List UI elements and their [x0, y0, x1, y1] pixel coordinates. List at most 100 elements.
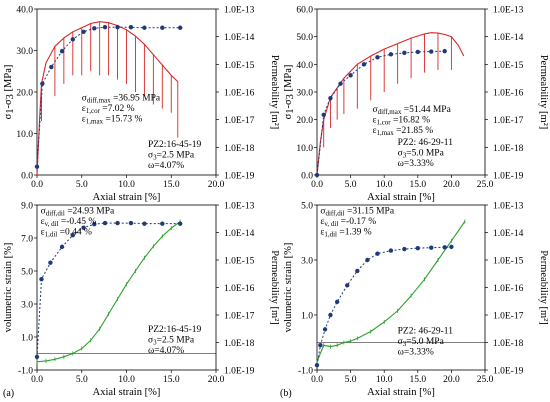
permeability-point [314, 172, 320, 178]
y-tick-label: 0.0 [301, 172, 313, 182]
sample-info: σ3=5.0 MPa [398, 149, 445, 160]
permeability-point [115, 24, 120, 30]
y-tick-label: 30.0 [16, 47, 33, 57]
permeability-point [365, 257, 370, 263]
x-tick-label: 25.0 [477, 375, 494, 385]
y-tick-label: 20.0 [296, 116, 313, 126]
y-tick-label: 1.0 [301, 312, 313, 322]
permeability-point [429, 245, 434, 250]
y-tick-label: 10.0 [296, 144, 313, 154]
y-tick-label: 1.0 [21, 334, 33, 344]
y2-tick-label: 1.0E-13 [493, 6, 524, 16]
strain-stress-annotation: σdiff,max =51.44 MPa [372, 105, 451, 116]
panel-b-top-stress-permeability: 0.0 5.0 10.0 15.0 20.0 25.0 0.0 10.0 20.0 30.0 40.… [283, 6, 549, 204]
x-tick-label: 0.0 [31, 180, 43, 190]
y2-axis-label: Permeability [m²] [538, 250, 549, 325]
x-tick-label: 25.0 [477, 180, 494, 190]
permeability-point [375, 55, 380, 60]
x-axis-label: Axial strain [%] [367, 192, 435, 203]
strain-stress-annotation: ε1,cor =16.82 % [372, 115, 430, 126]
sample-info: σ3=5.0 MPa [398, 337, 445, 348]
y-tick-label: 40.0 [16, 6, 33, 16]
permeability-point [102, 24, 108, 30]
permeability-point [345, 283, 350, 288]
x-tick-label: 10.0 [118, 375, 135, 385]
y-tick-label: 10.0 [16, 130, 33, 140]
x-tick-label: 10.0 [376, 375, 393, 385]
permeability-point [328, 95, 333, 101]
permeability-point [49, 64, 54, 70]
sample-info: σ3=2.5 MPa [148, 150, 195, 161]
y2-tick-label: 1.0E-17 [493, 312, 524, 322]
panel-a-bottom-volumetric-permeability: 0.0 5.0 10.0 15.0 20.0 -1.0 1.0 3.0 5.0 7.0 9.0 1.0… [3, 202, 280, 399]
x-tick-label: 20.0 [208, 180, 225, 190]
permeability-point [81, 29, 86, 34]
x-tick-label: 20.0 [443, 180, 460, 190]
sample-info: PZ2: 46-29-11 [398, 327, 454, 337]
x-tick-label: 20.0 [443, 375, 460, 385]
y2-tick-label: 1.0E-14 [493, 229, 524, 239]
panel-b-bottom-volumetric-permeability: 0.0 5.0 10.0 15.0 20.0 25.0 -1.0 1.0 3.0 5.0 1.0E-… [283, 202, 549, 399]
sample-info: ω=4.07% [148, 346, 184, 356]
y-tick-label: 7.0 [21, 235, 33, 245]
y2-tick-label: 1.0E-19 [224, 172, 255, 182]
y2-tick-label: 1.0E-13 [224, 202, 255, 212]
x-tick-label: 15.0 [163, 375, 180, 385]
permeability-point [34, 354, 40, 360]
permeability-point [178, 25, 183, 30]
y-tick-label: 40.0 [296, 61, 313, 71]
strain-stress-annotation: σdiff,dil =24.93 MPa [41, 206, 115, 217]
strain-stress-annotation: ε1,dil =0.44 % [41, 227, 92, 238]
sample-info: ω=4.07% [148, 161, 184, 171]
x-tick-label: 15.0 [409, 375, 426, 385]
permeability-point [429, 49, 434, 54]
y-axis-label: volumetric strain [%] [3, 243, 14, 333]
y-tick-label: 5.0 [21, 268, 33, 278]
permeability-point [334, 299, 340, 305]
sample-info: ω=3.33% [398, 159, 434, 169]
permeability-point [388, 52, 394, 57]
x-axis-label: Axial strain [%] [93, 387, 161, 398]
permeability-point [318, 342, 323, 348]
permeability-point [442, 48, 447, 54]
permeability-point [449, 244, 454, 250]
permeability-point [322, 327, 328, 332]
permeability-point [70, 37, 76, 42]
y2-tick-label: 1.0E-18 [224, 339, 255, 349]
permeability-point [70, 232, 76, 238]
permeability-point [388, 248, 394, 253]
permeability-point [142, 221, 147, 226]
y2-tick-label: 1.0E-13 [224, 6, 255, 16]
permeability-point [321, 112, 326, 117]
permeability-point [34, 164, 40, 169]
sample-info: PZ2:16-45-19 [148, 325, 202, 335]
y2-tick-label: 1.0E-15 [493, 257, 524, 267]
y2-tick-label: 1.0E-18 [224, 144, 255, 154]
y-tick-label: 9.0 [21, 202, 33, 212]
y-tick-label: 3.0 [301, 257, 313, 267]
x-tick-label: 0.0 [311, 375, 323, 385]
y2-tick-label: 1.0E-16 [493, 284, 524, 294]
x-axis-label: Axial strain [%] [367, 387, 435, 398]
permeability-point [348, 73, 353, 78]
permeability-point [178, 221, 183, 226]
strain-stress-annotation: ε1,max =21.85 % [372, 126, 433, 137]
panel-a-top-stress-permeability: 0.0 5.0 10.0 15.0 20.0 0.0 10.0 20.0 30.0 40.0 1.0… [3, 6, 280, 204]
sample-info: ω=3.33% [398, 348, 434, 358]
y2-axis-label: Permeability [m²] [269, 250, 280, 325]
figure-label-b: (b) [280, 388, 292, 399]
y-axis-label: σ1-σ3 [MPa] [283, 65, 296, 120]
y2-tick-label: 1.0E-19 [493, 172, 524, 182]
y2-axis-label: Permeability [m²] [538, 55, 549, 130]
y2-tick-label: 1.0E-18 [493, 339, 524, 349]
strain-stress-annotation: σdiff,max =36.95 MPa [82, 93, 161, 104]
y-tick-label: -1.0 [18, 367, 33, 377]
permeability-point [59, 48, 65, 54]
y-tick-label: 3.0 [21, 301, 33, 311]
strain-stress-annotation: εv, dil =-0.45 % [41, 217, 97, 228]
series-line [316, 50, 445, 176]
permeability-point [48, 260, 53, 265]
y2-tick-label: 1.0E-15 [224, 61, 255, 71]
permeability-point [328, 312, 333, 318]
permeability-point [361, 62, 367, 67]
